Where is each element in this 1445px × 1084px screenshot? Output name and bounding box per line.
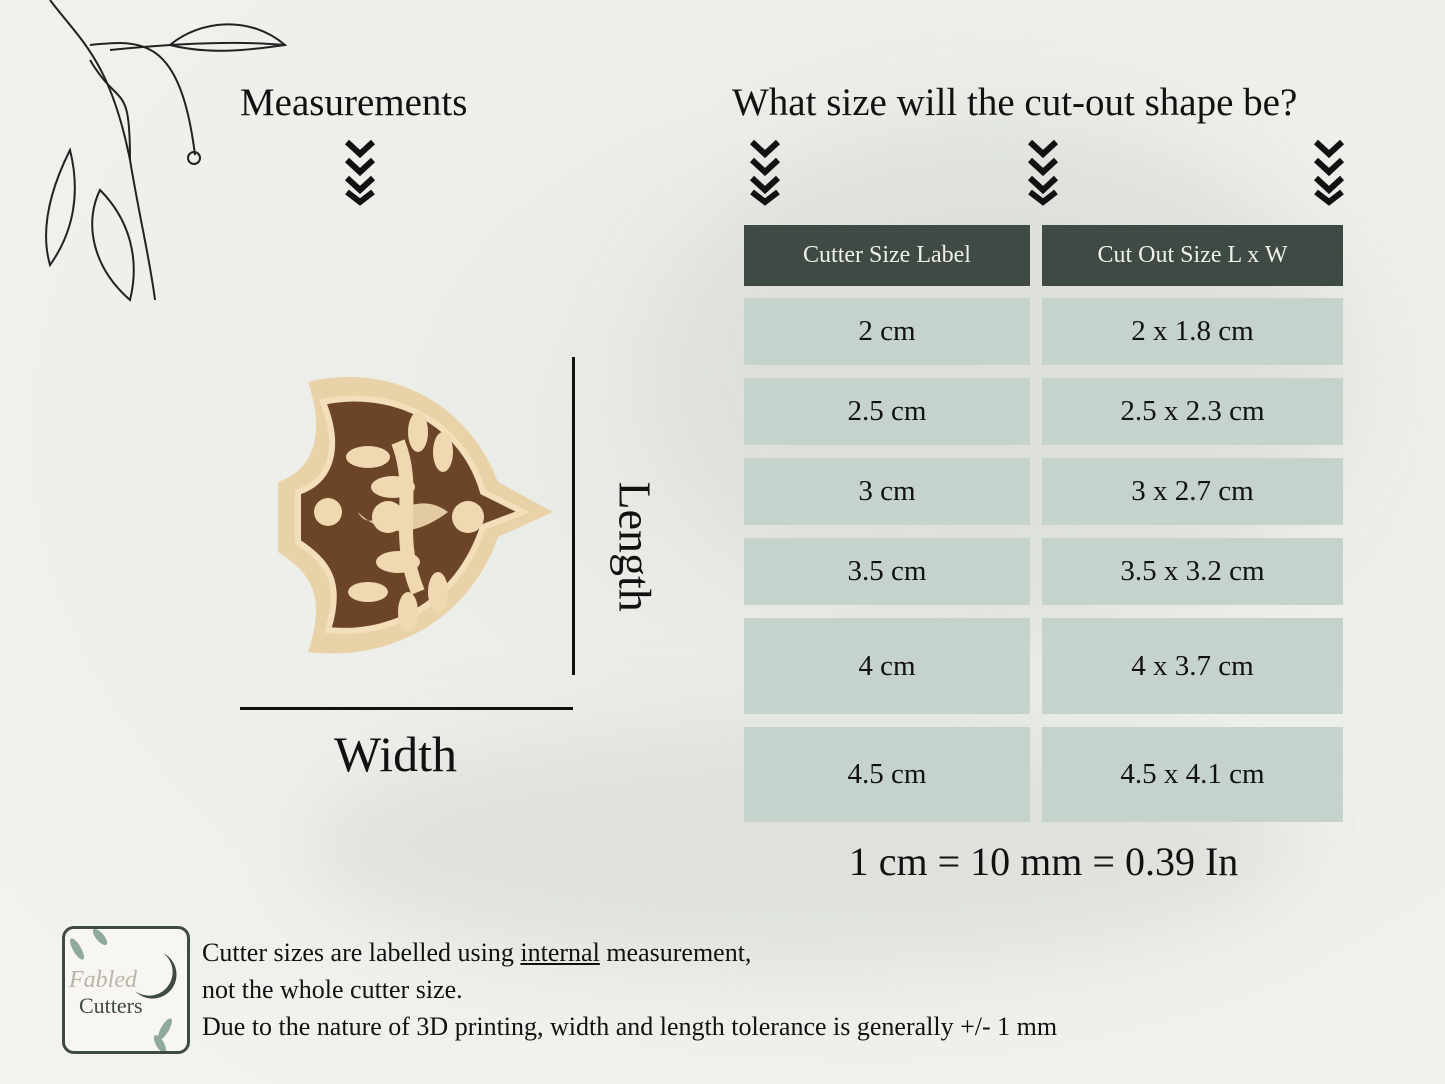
table-cell: 2.5 x 2.3 cm bbox=[1042, 378, 1343, 445]
table-cell: 4 cm bbox=[744, 618, 1030, 714]
table-cell: 3.5 cm bbox=[744, 538, 1030, 605]
width-line bbox=[240, 707, 573, 710]
unit-conversion: 1 cm = 10 mm = 0.39 In bbox=[848, 839, 1239, 884]
footer-line-1: Cutter sizes are labelled using internal… bbox=[202, 934, 1057, 971]
moon-icon bbox=[135, 953, 177, 999]
width-label: Width bbox=[334, 726, 457, 782]
length-label: Length bbox=[609, 481, 661, 612]
table-cell: 3 cm bbox=[744, 458, 1030, 525]
table-cell: 4.5 cm bbox=[744, 727, 1030, 822]
chevrons-down-icon bbox=[1313, 139, 1345, 206]
table-header: Cut Out Size L x W bbox=[1042, 225, 1343, 286]
table-cell: 2 x 1.8 cm bbox=[1042, 298, 1343, 365]
table-cell: 4 x 3.7 cm bbox=[1042, 618, 1343, 714]
footer-line-3: Due to the nature of 3D printing, width … bbox=[202, 1012, 1058, 1041]
fabled-cutters-logo: Fabled Cutters bbox=[62, 926, 190, 1054]
table-header: Cutter Size Label bbox=[744, 225, 1030, 286]
table-cell: 2 cm bbox=[744, 298, 1030, 365]
footer-text: Cutter sizes are labelled using bbox=[202, 938, 521, 967]
chevrons-down-icon bbox=[1027, 139, 1059, 206]
table-cell: 2.5 cm bbox=[744, 378, 1030, 445]
logo-script: Fabled bbox=[69, 967, 137, 993]
length-line bbox=[572, 357, 575, 675]
measurements-title: Measurements bbox=[240, 81, 468, 124]
footer-note: Cutter sizes are labelled using internal… bbox=[202, 934, 1057, 1045]
table-cell: 4.5 x 4.1 cm bbox=[1042, 727, 1343, 822]
leaf-branch-icon bbox=[45, 0, 288, 302]
chevrons-down-icon bbox=[749, 139, 781, 206]
table-cell: 3.5 x 3.2 cm bbox=[1042, 538, 1343, 605]
leaf-decoration-icon bbox=[70, 929, 172, 1051]
footer-line-2: not the whole cutter size. bbox=[202, 975, 463, 1004]
cut-out-size-title: What size will the cut-out shape be? bbox=[732, 81, 1298, 124]
chevrons-down-icon bbox=[344, 139, 376, 206]
footer-text: measurement, bbox=[599, 938, 752, 967]
footer-underlined-text: internal bbox=[520, 938, 600, 967]
table-cell: 3 x 2.7 cm bbox=[1042, 458, 1343, 525]
dove-cookie-cutter-image bbox=[278, 376, 553, 654]
logo-name: Cutters bbox=[79, 993, 143, 1018]
